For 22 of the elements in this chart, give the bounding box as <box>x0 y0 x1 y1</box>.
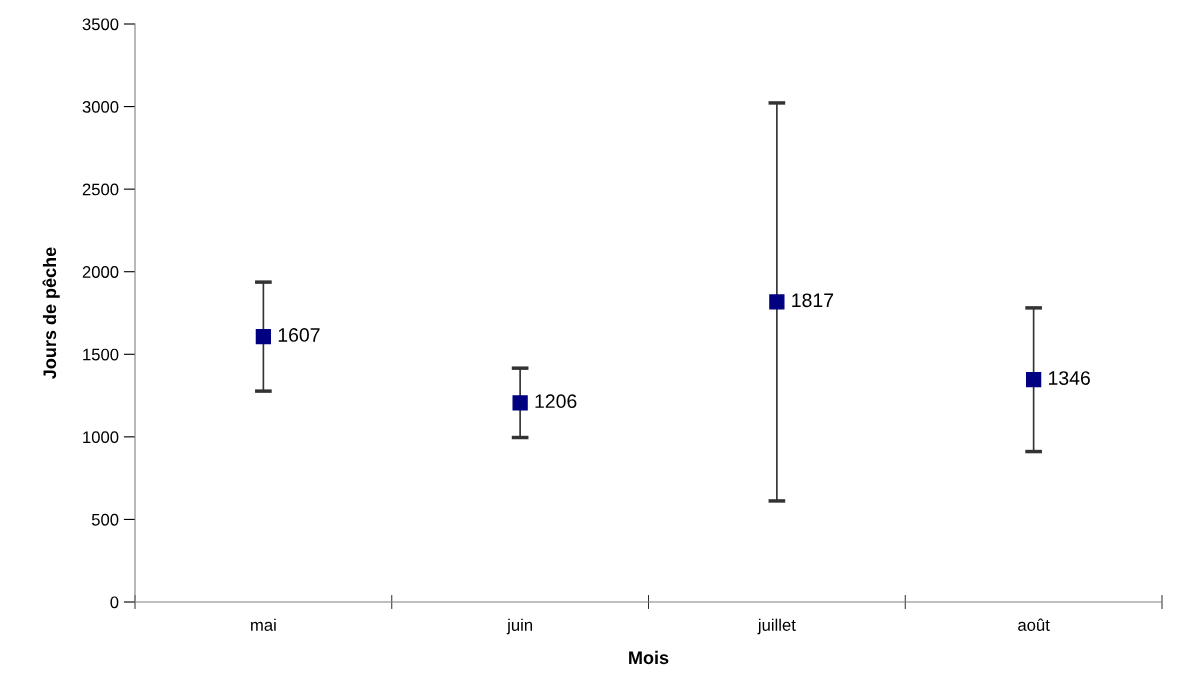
data-label: 1817 <box>792 293 834 308</box>
x-axis-title: Mois <box>629 650 669 665</box>
point <box>1025 372 1042 388</box>
y-tick-label: 2500 <box>82 183 119 196</box>
x-tick-label: juin <box>506 618 533 635</box>
y-tick-label: 3000 <box>82 100 119 113</box>
point <box>512 395 528 411</box>
y-tick-label: 1000 <box>83 431 119 444</box>
point <box>255 328 272 345</box>
data-label: 1206 <box>535 394 577 409</box>
data-label: 1607 <box>278 328 320 342</box>
x-tick-label: août <box>1018 618 1050 631</box>
y-tick-label: 500 <box>91 513 119 526</box>
x-tick-label: mai <box>251 618 276 631</box>
y-tick-label: 1500 <box>83 348 119 361</box>
y-tick-label: 0 <box>110 596 119 609</box>
data-label: 1346 <box>1049 371 1090 385</box>
y-tick-label: 2000 <box>82 266 119 278</box>
y-axis-title: Jours de pêche <box>42 247 60 379</box>
y-tick-label: 3500 <box>82 18 119 31</box>
point <box>769 294 785 310</box>
x-tick-label: juillet <box>757 618 796 635</box>
